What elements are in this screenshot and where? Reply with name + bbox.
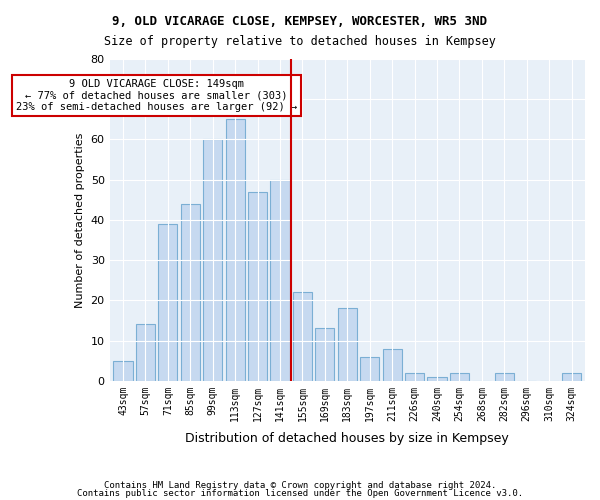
Bar <box>562 372 581 381</box>
X-axis label: Distribution of detached houses by size in Kempsey: Distribution of detached houses by size … <box>185 432 509 445</box>
Bar <box>181 204 200 381</box>
Bar <box>293 292 312 381</box>
Bar <box>226 120 245 381</box>
Bar <box>113 360 133 381</box>
Bar <box>405 372 424 381</box>
Bar <box>427 377 446 381</box>
Text: Contains HM Land Registry data © Crown copyright and database right 2024.: Contains HM Land Registry data © Crown c… <box>104 481 496 490</box>
Bar <box>158 224 178 381</box>
Bar <box>495 372 514 381</box>
Text: 9 OLD VICARAGE CLOSE: 149sqm
← 77% of detached houses are smaller (303)
23% of s: 9 OLD VICARAGE CLOSE: 149sqm ← 77% of de… <box>16 79 297 112</box>
Bar <box>316 328 334 381</box>
Y-axis label: Number of detached properties: Number of detached properties <box>75 132 85 308</box>
Bar <box>383 348 401 381</box>
Bar <box>248 192 267 381</box>
Bar <box>450 372 469 381</box>
Bar <box>203 140 222 381</box>
Bar <box>360 356 379 381</box>
Bar <box>271 180 290 381</box>
Bar <box>338 308 357 381</box>
Text: Contains public sector information licensed under the Open Government Licence v3: Contains public sector information licen… <box>77 488 523 498</box>
Text: Size of property relative to detached houses in Kempsey: Size of property relative to detached ho… <box>104 35 496 48</box>
Text: 9, OLD VICARAGE CLOSE, KEMPSEY, WORCESTER, WR5 3ND: 9, OLD VICARAGE CLOSE, KEMPSEY, WORCESTE… <box>113 15 487 28</box>
Bar <box>136 324 155 381</box>
